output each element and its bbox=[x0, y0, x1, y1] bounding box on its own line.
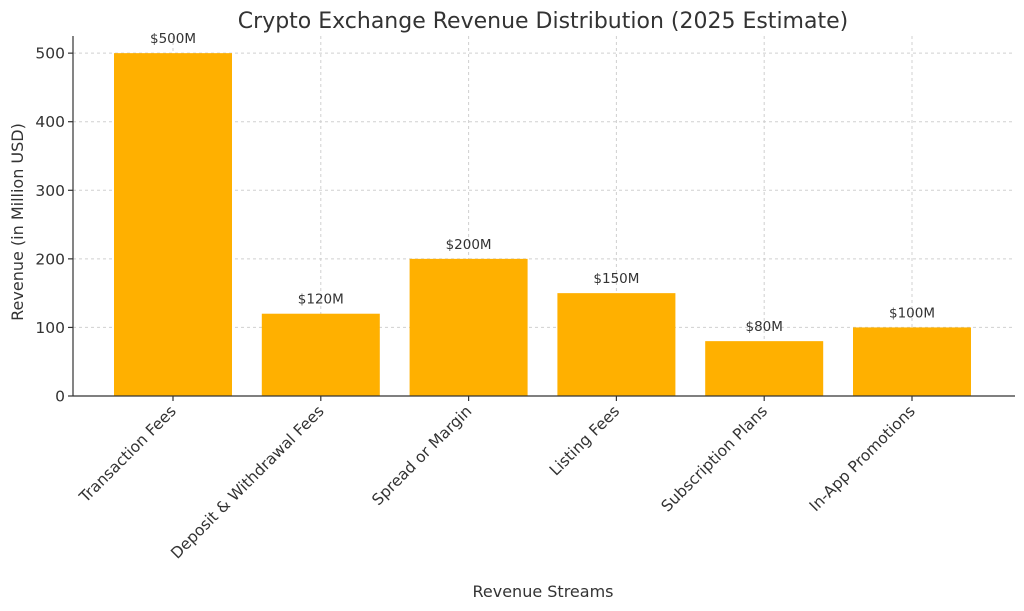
bar bbox=[557, 293, 676, 396]
x-axis-label: Revenue Streams bbox=[473, 582, 614, 601]
bar bbox=[853, 327, 971, 396]
bar-data-label: $100M bbox=[889, 305, 935, 321]
chart-title: Crypto Exchange Revenue Distribution (20… bbox=[238, 9, 848, 34]
bar bbox=[705, 341, 824, 396]
x-tick-label: In-App Promotions bbox=[806, 402, 919, 515]
y-tick-label: 100 bbox=[35, 319, 65, 337]
bar bbox=[261, 313, 380, 396]
x-tick-label: Spread or Margin bbox=[368, 402, 475, 509]
bar-data-label: $500M bbox=[150, 31, 196, 47]
y-tick-label: 300 bbox=[35, 182, 65, 200]
bar-data-label: $150M bbox=[593, 271, 639, 287]
x-tick-label: Transaction Fees bbox=[75, 402, 180, 507]
bars bbox=[114, 53, 971, 397]
bar bbox=[409, 258, 528, 396]
bar bbox=[114, 53, 232, 397]
y-axis-label: Revenue (in Million USD) bbox=[8, 123, 27, 321]
x-tick-label: Subscription Plans bbox=[658, 402, 771, 515]
bar-data-label: $120M bbox=[298, 292, 344, 308]
bar-data-label: $200M bbox=[446, 237, 492, 253]
x-tick-label: Listing Fees bbox=[546, 402, 623, 479]
bar-data-label: $80M bbox=[745, 319, 782, 335]
y-tick-label: 200 bbox=[35, 250, 65, 268]
y-tick-label: 400 bbox=[35, 113, 65, 131]
data-labels: $500M $120M $200M $150M $80M $100M bbox=[150, 31, 935, 335]
x-tick-label: Deposit & Withdrawal Fees bbox=[167, 402, 327, 562]
y-tick-label: 500 bbox=[35, 45, 65, 63]
y-tick-label: 0 bbox=[55, 388, 65, 406]
